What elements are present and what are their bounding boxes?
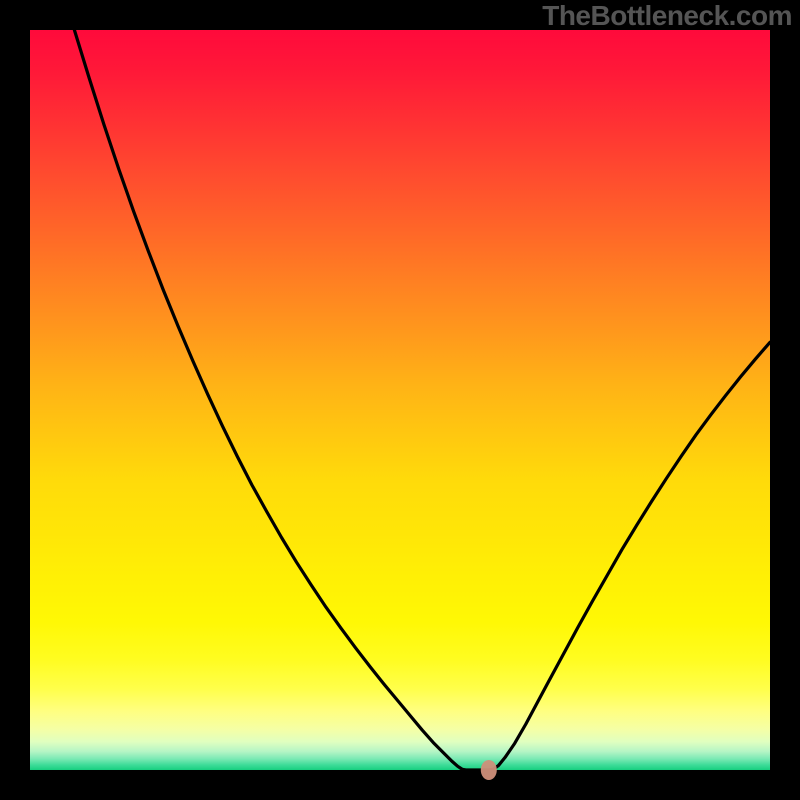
optimal-point-marker xyxy=(481,760,497,780)
watermark-text: TheBottleneck.com xyxy=(542,0,792,32)
plot-background xyxy=(30,30,770,770)
chart-container: TheBottleneck.com xyxy=(0,0,800,800)
bottleneck-chart xyxy=(0,0,800,800)
